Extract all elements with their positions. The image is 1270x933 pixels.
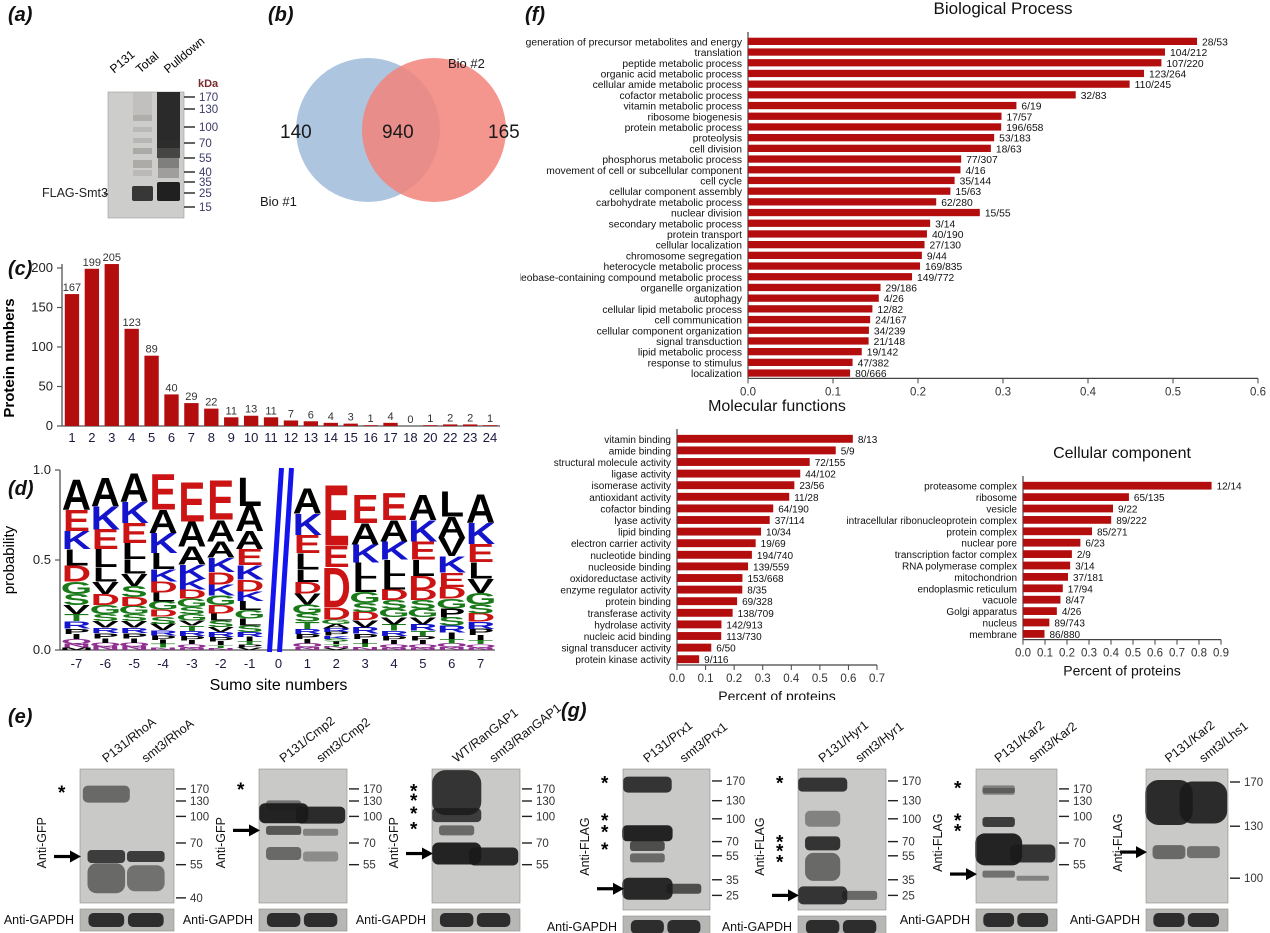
svg-text:100: 100	[1073, 811, 1092, 823]
svg-text:130: 130	[1244, 821, 1263, 833]
svg-text:*: *	[601, 774, 609, 795]
svg-text:100: 100	[536, 811, 555, 823]
svg-text:25: 25	[902, 890, 915, 902]
svg-text:35: 35	[902, 875, 915, 887]
svg-text:130: 130	[363, 796, 382, 808]
svg-text:55: 55	[902, 851, 915, 863]
svg-text:40: 40	[190, 893, 203, 905]
svg-text:100: 100	[726, 814, 745, 826]
svg-text:170: 170	[902, 776, 921, 788]
svg-text:Anti-GAPDH: Anti-GAPDH	[900, 913, 970, 927]
svg-text:Anti-GAPDH: Anti-GAPDH	[4, 913, 74, 927]
svg-text:55: 55	[536, 860, 549, 872]
svg-text:Anti-GAPDH: Anti-GAPDH	[722, 920, 792, 933]
svg-text:100: 100	[902, 814, 921, 826]
svg-text:70: 70	[902, 837, 915, 849]
svg-text:100: 100	[1244, 873, 1263, 885]
svg-text:100: 100	[363, 811, 382, 823]
svg-text:35: 35	[726, 875, 739, 887]
svg-text:70: 70	[726, 837, 739, 849]
svg-text:70: 70	[536, 838, 549, 850]
svg-text:Anti-GAPDH: Anti-GAPDH	[1070, 913, 1140, 927]
svg-text:100: 100	[190, 811, 209, 823]
svg-text:170: 170	[726, 776, 745, 788]
svg-text:130: 130	[536, 796, 555, 808]
svg-text:55: 55	[363, 860, 376, 872]
svg-text:130: 130	[902, 796, 921, 808]
svg-text:*: *	[776, 852, 784, 873]
svg-text:*: *	[237, 780, 245, 801]
svg-text:70: 70	[363, 838, 376, 850]
svg-text:*: *	[601, 840, 609, 861]
svg-text:*: *	[410, 819, 418, 840]
svg-text:170: 170	[1244, 777, 1263, 789]
svg-text:Anti-FLAG: Anti-FLAG	[753, 817, 767, 875]
svg-text:*: *	[58, 783, 66, 804]
svg-text:Anti-FLAG: Anti-FLAG	[1111, 814, 1125, 872]
svg-text:Anti-FLAG: Anti-FLAG	[578, 817, 592, 875]
svg-text:Anti-GAPDH: Anti-GAPDH	[183, 913, 253, 927]
svg-text:170: 170	[190, 784, 209, 796]
svg-text:170: 170	[363, 784, 382, 796]
svg-text:*: *	[954, 778, 962, 799]
svg-text:Anti-FLAG: Anti-FLAG	[931, 814, 945, 872]
svg-text:Anti-GFP: Anti-GFP	[387, 817, 401, 868]
svg-text:130: 130	[1073, 796, 1092, 808]
svg-text:25: 25	[726, 890, 739, 902]
svg-text:*: *	[954, 821, 962, 842]
svg-text:55: 55	[1073, 860, 1086, 872]
svg-text:Anti-GAPDH: Anti-GAPDH	[356, 913, 426, 927]
svg-text:Anti-GFP: Anti-GFP	[214, 817, 228, 868]
svg-text:130: 130	[726, 796, 745, 808]
svg-text:70: 70	[190, 838, 203, 850]
svg-text:*: *	[776, 774, 784, 795]
svg-text:70: 70	[1073, 838, 1086, 850]
svg-text:Anti-GFP: Anti-GFP	[35, 817, 49, 868]
svg-text:Anti-GAPDH: Anti-GAPDH	[547, 920, 617, 933]
svg-text:55: 55	[726, 851, 739, 863]
svg-text:130: 130	[190, 796, 209, 808]
svg-text:170: 170	[1073, 784, 1092, 796]
svg-text:170: 170	[536, 784, 555, 796]
svg-text:55: 55	[190, 860, 203, 872]
